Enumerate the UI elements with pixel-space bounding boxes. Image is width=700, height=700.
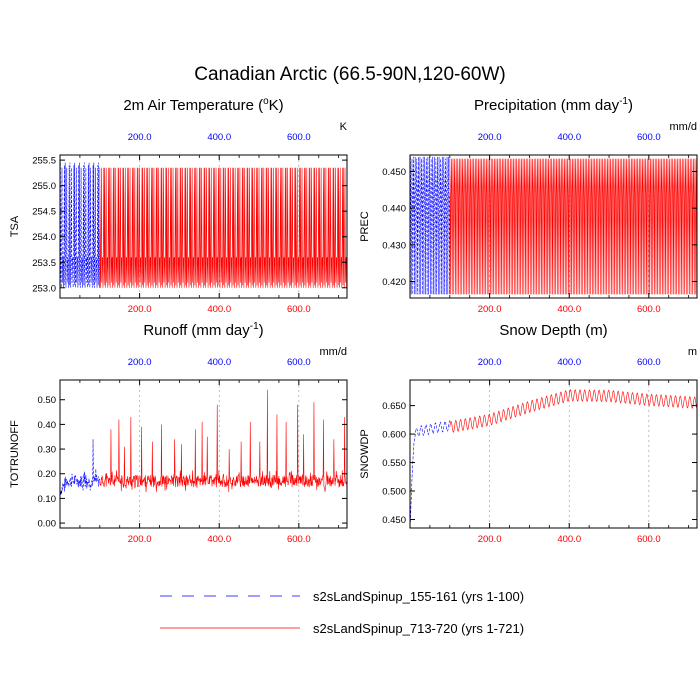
panel-title-text: Runoff (mm day <box>143 322 250 339</box>
y-axis-label: SNOWDP <box>359 429 371 479</box>
panel-title-text: Snow Depth (m) <box>499 322 607 339</box>
y-tick-label: 0.10 <box>38 494 57 505</box>
panel-title-unit: ) <box>628 97 633 114</box>
chart-panel-1: 2m Air Temperature (oK) K 253.0 253.5 254.0 2… <box>9 96 348 315</box>
x-tick-label-bottom: 600.0 <box>287 534 311 545</box>
series-line-blue <box>60 439 100 496</box>
y-axis-label: TSA <box>9 215 21 237</box>
y-tick-label: 253.0 <box>32 283 56 294</box>
y-tick-label: 0.650 <box>382 401 406 412</box>
x-tick-label-bottom: 400.0 <box>207 534 231 545</box>
x-tick-label-top: 400.0 <box>207 357 231 368</box>
x-tick-label-bottom: 400.0 <box>207 304 231 315</box>
x-tick-label-bottom: 200.0 <box>128 304 152 315</box>
x-tick-label-top: 600.0 <box>287 357 311 368</box>
panel-title-superscript: -1 <box>619 96 628 107</box>
y-tick-label: 0.450 <box>382 515 406 526</box>
x-tick-label-bottom: 400.0 <box>557 304 581 315</box>
panel-title: Runoff (mm day-1) <box>143 321 263 339</box>
series-line-blue <box>60 162 101 288</box>
y-tick-label: 0.40 <box>38 420 57 431</box>
y-tick-label: 0.450 <box>382 167 406 178</box>
x-tick-label-top: 200.0 <box>478 357 502 368</box>
legend: s2sLandSpinup_155-161 (yrs 1-100) s2sLan… <box>160 589 524 636</box>
x-tick-label-top: 200.0 <box>478 132 502 143</box>
legend-label-red: s2sLandSpinup_713-720 (yrs 1-721) <box>313 621 524 636</box>
x-tick-label-top: 400.0 <box>557 132 581 143</box>
legend-label-blue: s2sLandSpinup_155-161 (yrs 1-100) <box>313 589 524 604</box>
y-tick-label: 0.550 <box>382 458 406 469</box>
x-tick-label-top: 600.0 <box>637 132 661 143</box>
series-line-blue <box>410 156 451 295</box>
y-tick-label: 0.600 <box>382 430 406 441</box>
panel-units: m <box>688 346 697 358</box>
y-axis-label: TOTRUNOFF <box>9 420 21 488</box>
series-line-red <box>99 167 347 288</box>
plot-frame <box>409 154 698 299</box>
y-tick-label: 0.500 <box>382 487 406 498</box>
y-tick-label: 0.30 <box>38 445 57 456</box>
chart-panel-2: Precipitation (mm day-1) mm/d 0.420 0.430 0.… <box>359 96 698 315</box>
y-tick-label: 0.440 <box>382 204 406 215</box>
x-tick-label-top: 400.0 <box>557 357 581 368</box>
panel-title-unit: K) <box>269 97 284 114</box>
x-tick-label-bottom: 200.0 <box>478 534 502 545</box>
x-tick-label-top: 200.0 <box>128 357 152 368</box>
x-tick-label-bottom: 600.0 <box>637 534 661 545</box>
panel-title-text: Precipitation (mm day <box>474 97 620 114</box>
plot-frame <box>59 154 348 299</box>
plot-frame <box>409 379 698 529</box>
x-tick-label-top: 600.0 <box>637 357 661 368</box>
x-tick-label-bottom: 400.0 <box>557 534 581 545</box>
y-tick-label: 254.5 <box>32 207 56 218</box>
panels: 2m Air Temperature (oK) K 253.0 253.5 254.0 2… <box>9 96 698 545</box>
figure-title: Canadian Arctic (66.5-90N,120-60W) <box>194 64 506 85</box>
series-line-red <box>99 389 347 493</box>
x-tick-label-bottom: 600.0 <box>637 304 661 315</box>
panel-units: mm/d <box>320 346 348 358</box>
y-tick-label: 255.5 <box>32 156 56 167</box>
x-tick-label-top: 400.0 <box>207 132 231 143</box>
panel-title-superscript: -1 <box>250 321 259 332</box>
x-tick-label-top: 600.0 <box>287 132 311 143</box>
y-tick-label: 254.0 <box>32 232 56 243</box>
y-tick-label: 255.0 <box>32 181 56 192</box>
y-tick-label: 0.430 <box>382 240 406 251</box>
y-axis-label: PREC <box>359 211 371 242</box>
panel-units: K <box>340 121 348 133</box>
plot-frame <box>59 379 348 529</box>
panel-title: 2m Air Temperature (oK) <box>123 96 283 114</box>
x-tick-label-bottom: 200.0 <box>128 534 152 545</box>
y-tick-label: 0.20 <box>38 469 57 480</box>
y-tick-label: 0.00 <box>38 519 57 530</box>
y-tick-label: 0.420 <box>382 277 406 288</box>
x-tick-label-bottom: 600.0 <box>287 304 311 315</box>
panel-title-superscript: o <box>263 96 269 107</box>
chart-panel-4: Snow Depth (m) m 0.450 0.500 0.550 0.600 0.650… <box>359 322 698 545</box>
series-line-blue <box>410 420 451 523</box>
y-tick-label: 253.5 <box>32 258 56 269</box>
y-tick-label: 0.50 <box>38 395 57 406</box>
panel-units: mm/d <box>670 121 698 133</box>
panel-title-text: 2m Air Temperature ( <box>123 97 263 114</box>
chart-panel-3: Runoff (mm day-1) mm/d 0.00 0.10 0.20 0.30 0.4… <box>9 321 348 545</box>
x-tick-label-bottom: 200.0 <box>478 304 502 315</box>
series-line-red <box>449 158 697 295</box>
x-tick-label-top: 200.0 <box>128 132 152 143</box>
panel-title: Snow Depth (m) <box>499 322 607 339</box>
panel-title-unit: ) <box>259 322 264 339</box>
panel-title: Precipitation (mm day-1) <box>474 96 633 114</box>
series-line-red <box>449 389 697 433</box>
